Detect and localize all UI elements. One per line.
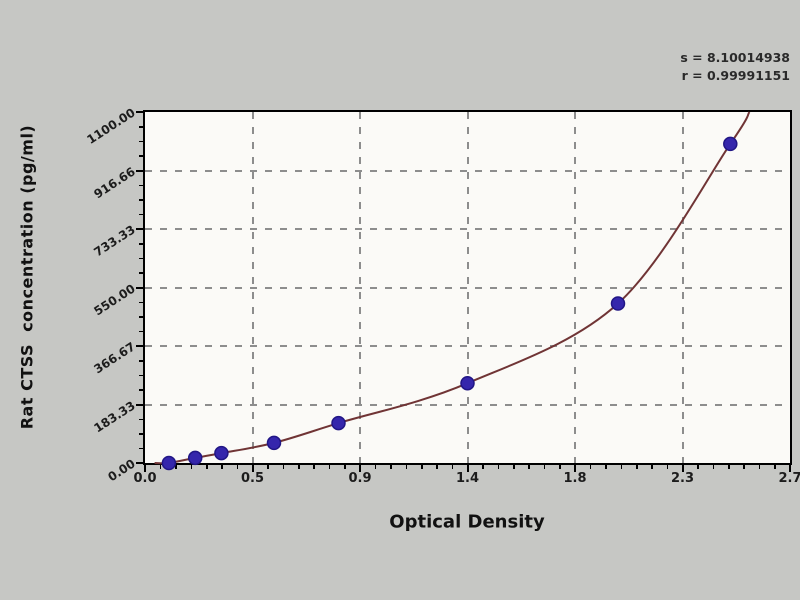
- y-axis-title: Rat CTSS concentration (pg/ml): [17, 124, 37, 430]
- x-minor-tick: [420, 465, 423, 469]
- x-minor-tick: [221, 465, 223, 469]
- y-major-tick: [136, 111, 143, 113]
- x-minor-tick: [298, 465, 300, 469]
- x-tick-label: 2.7: [778, 471, 800, 486]
- plot-area: [143, 110, 792, 465]
- x-axis-title: Optical Density: [389, 511, 545, 533]
- y-minor-tick: [139, 140, 143, 143]
- y-tick-label: 183.33: [91, 397, 138, 435]
- x-minor-tick: [282, 465, 285, 469]
- x-minor-tick: [190, 465, 193, 469]
- x-minor-tick: [236, 465, 239, 469]
- y-tick-label: 916.66: [91, 163, 138, 201]
- y-minor-tick: [139, 126, 143, 128]
- y-major-tick: [136, 403, 143, 406]
- fit-statistics: s = 8.10014938 r = 0.99991151: [680, 49, 790, 85]
- x-minor-tick: [328, 465, 331, 469]
- x-minor-tick: [728, 465, 730, 469]
- fit-s-value: s = 8.10014938: [680, 50, 790, 65]
- x-minor-tick: [175, 465, 177, 469]
- x-minor-tick: [205, 465, 208, 469]
- y-minor-tick: [139, 272, 143, 274]
- y-major-tick: [136, 286, 143, 289]
- x-tick-label: 0.9: [348, 471, 372, 486]
- x-minor-tick: [313, 465, 316, 469]
- x-minor-tick: [651, 465, 653, 469]
- x-minor-tick: [374, 465, 377, 469]
- x-minor-tick: [344, 465, 346, 469]
- x-minor-tick: [712, 465, 715, 469]
- x-major-tick: [144, 465, 146, 472]
- y-minor-tick: [139, 418, 143, 421]
- grid-line-horizontal: [145, 169, 790, 172]
- y-major-tick: [136, 462, 143, 464]
- x-minor-tick: [405, 465, 408, 469]
- x-minor-tick: [559, 465, 561, 469]
- x-major-tick: [574, 465, 576, 472]
- x-tick-label: 1.4: [455, 471, 480, 486]
- grid-line-horizontal: [145, 403, 790, 406]
- y-major-tick: [136, 345, 143, 347]
- x-major-tick: [789, 465, 791, 472]
- x-tick-label: 1.8: [563, 471, 587, 486]
- x-tick-label: 0.5: [240, 471, 265, 486]
- y-minor-tick: [139, 447, 143, 450]
- y-minor-tick: [139, 360, 143, 362]
- grid-line-horizontal: [145, 228, 790, 230]
- y-minor-tick: [139, 316, 143, 318]
- x-minor-tick: [666, 465, 669, 469]
- x-major-tick: [251, 465, 254, 472]
- x-minor-tick: [390, 465, 392, 469]
- x-major-tick: [466, 465, 469, 472]
- x-minor-tick: [528, 465, 531, 469]
- y-minor-tick: [139, 374, 143, 377]
- x-minor-tick: [267, 465, 269, 469]
- y-major-tick: [136, 169, 143, 172]
- x-minor-tick: [451, 465, 454, 469]
- y-minor-tick: [139, 184, 143, 187]
- y-tick-label: 733.33: [91, 222, 138, 260]
- y-tick-label: 550.00: [91, 280, 138, 318]
- y-tick-label: 366.67: [91, 339, 138, 377]
- x-tick-label: 2.3: [670, 471, 695, 486]
- x-minor-tick: [605, 465, 607, 469]
- x-major-tick: [681, 465, 684, 472]
- x-minor-tick: [159, 465, 162, 469]
- grid-line-horizontal: [145, 345, 790, 347]
- x-minor-tick: [436, 465, 438, 469]
- y-minor-tick: [139, 433, 143, 435]
- x-minor-tick: [620, 465, 623, 469]
- x-minor-tick: [758, 465, 761, 469]
- x-minor-tick: [697, 465, 699, 469]
- y-minor-tick: [139, 155, 143, 157]
- x-major-tick: [359, 465, 361, 472]
- fit-r-value: r = 0.99991151: [681, 68, 790, 84]
- x-minor-tick: [513, 465, 515, 469]
- x-minor-tick: [482, 465, 484, 469]
- y-minor-tick: [139, 199, 143, 201]
- x-minor-tick: [635, 465, 638, 469]
- x-minor-tick: [774, 465, 776, 469]
- x-tick-label: 0.0: [133, 471, 157, 486]
- y-tick-label: 1100.00: [84, 105, 138, 147]
- y-major-tick: [136, 228, 143, 230]
- x-minor-tick: [743, 465, 746, 469]
- y-minor-tick: [139, 389, 143, 391]
- y-minor-tick: [139, 301, 143, 304]
- y-minor-tick: [139, 243, 143, 245]
- x-minor-tick: [589, 465, 592, 469]
- y-minor-tick: [139, 257, 143, 260]
- y-minor-tick: [139, 213, 143, 216]
- grid-line-horizontal: [145, 286, 790, 289]
- x-minor-tick: [497, 465, 500, 469]
- x-minor-tick: [543, 465, 546, 469]
- y-minor-tick: [139, 330, 143, 333]
